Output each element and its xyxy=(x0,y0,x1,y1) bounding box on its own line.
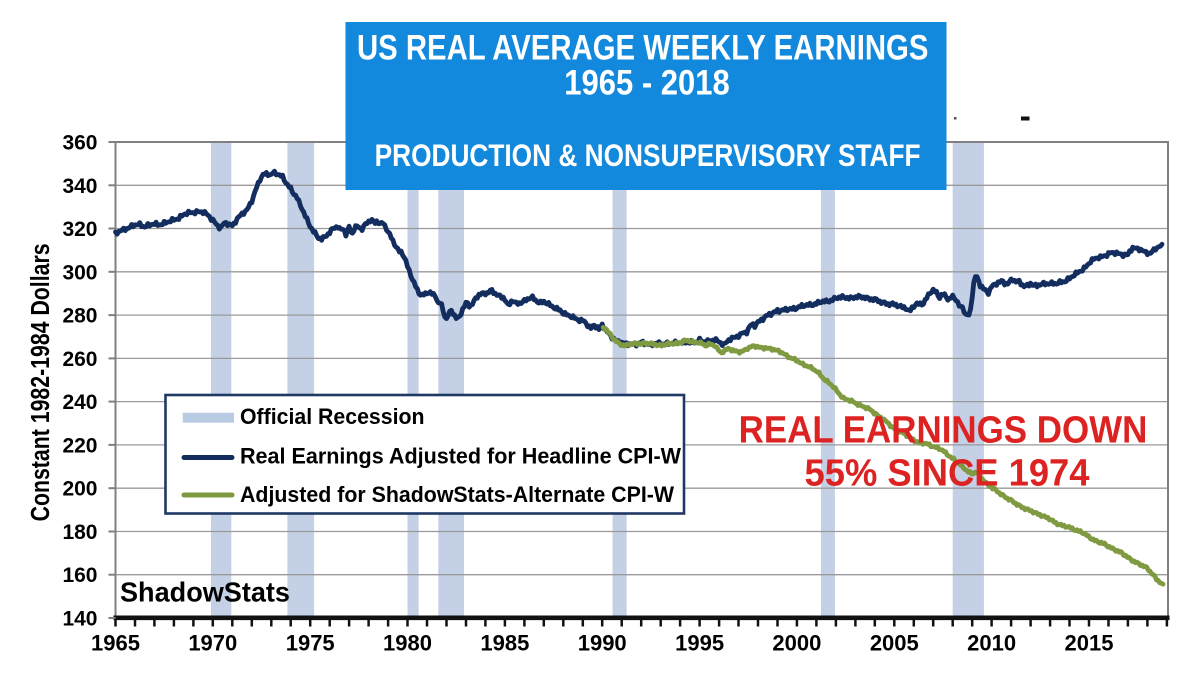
svg-text:200: 200 xyxy=(62,478,97,501)
svg-text:280: 280 xyxy=(62,305,97,328)
svg-text:160: 160 xyxy=(62,564,97,587)
svg-text:Constant 1982-1984 Dollars: Constant 1982-1984 Dollars xyxy=(27,243,55,521)
svg-text:1995: 1995 xyxy=(675,631,724,656)
svg-text:360: 360 xyxy=(62,132,97,155)
svg-text:2015: 2015 xyxy=(1065,631,1114,656)
svg-text:320: 320 xyxy=(62,218,97,241)
svg-text:US REAL AVERAGE WEEKLY EARNING: US REAL AVERAGE WEEKLY EARNINGS xyxy=(357,29,929,68)
svg-text:Adjusted for ShadowStats-Alter: Adjusted for ShadowStats-Alternate CPI-W xyxy=(240,482,674,507)
svg-text:2010: 2010 xyxy=(967,631,1016,656)
svg-text:2000: 2000 xyxy=(772,631,821,656)
svg-text:180: 180 xyxy=(62,521,97,544)
svg-text:PRODUCTION & NONSUPERVISORY ST: PRODUCTION & NONSUPERVISORY STAFF xyxy=(375,137,921,173)
svg-text:1975: 1975 xyxy=(286,631,335,656)
svg-text:1985: 1985 xyxy=(480,631,529,656)
svg-text:260: 260 xyxy=(62,348,97,371)
svg-text:240: 240 xyxy=(62,391,97,414)
svg-text:1980: 1980 xyxy=(383,631,432,656)
svg-text:220: 220 xyxy=(62,434,97,457)
svg-text:Real Earnings Adjusted for Hea: Real Earnings Adjusted for Headline CPI-… xyxy=(240,444,681,469)
svg-text:ShadowStats: ShadowStats xyxy=(120,577,290,608)
svg-text:REAL EARNINGS DOWN: REAL EARNINGS DOWN xyxy=(739,410,1148,452)
svg-text:Official Recession: Official Recession xyxy=(240,404,425,429)
svg-text:300: 300 xyxy=(62,261,97,284)
svg-text:1965: 1965 xyxy=(91,631,140,656)
svg-text:55% SINCE 1974: 55% SINCE 1974 xyxy=(805,453,1090,495)
svg-text:340: 340 xyxy=(62,175,97,198)
svg-text:2005: 2005 xyxy=(870,631,919,656)
svg-text:1965 - 2018: 1965 - 2018 xyxy=(564,64,730,103)
svg-text:1970: 1970 xyxy=(188,631,237,656)
svg-text:140: 140 xyxy=(62,608,97,631)
svg-text:1990: 1990 xyxy=(578,631,627,656)
